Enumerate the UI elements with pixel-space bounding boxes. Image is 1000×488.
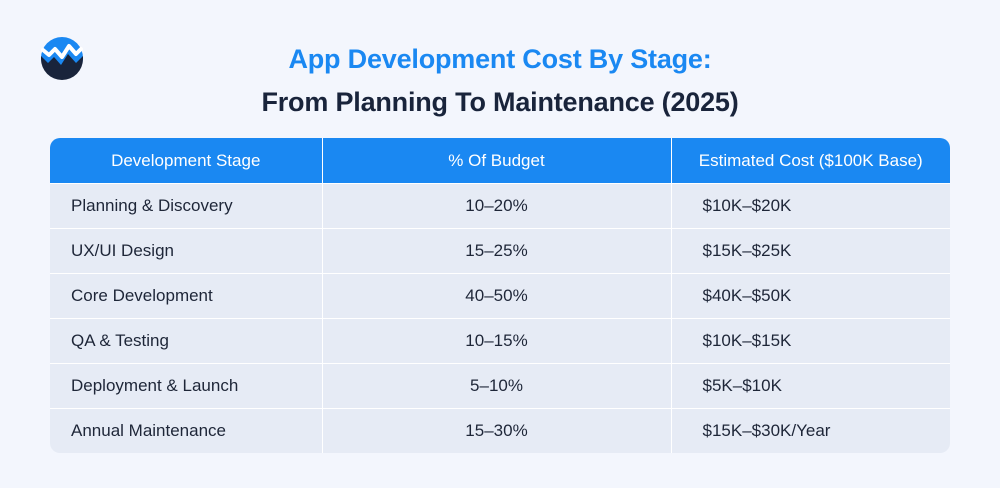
stage-cell: Core Development	[50, 273, 322, 319]
budget-cell: 10–20%	[321, 183, 671, 229]
cost-table-container: Development Stage % Of Budget Estimated …	[50, 138, 950, 453]
budget-cell: 40–50%	[321, 273, 671, 319]
wave-logo-icon	[40, 36, 84, 80]
table-row: QA & Testing 10–15% $10K–$15K	[50, 318, 950, 364]
cost-cell: $15K–$30K/Year	[670, 408, 950, 453]
table-row: UX/UI Design 15–25% $15K–$25K	[50, 228, 950, 274]
title-line-2: From Planning To Maintenance (2025)	[261, 87, 739, 117]
header-estimated-cost: Estimated Cost ($100K Base)	[670, 138, 950, 184]
table-row: Core Development 40–50% $40K–$50K	[50, 273, 950, 319]
stage-cell: Annual Maintenance	[50, 408, 322, 453]
stage-cell: QA & Testing	[50, 318, 322, 364]
cost-cell: $10K–$20K	[670, 183, 950, 229]
table-header-row: Development Stage % Of Budget Estimated …	[50, 138, 950, 184]
page-title: App Development Cost By Stage: From Plan…	[0, 42, 1000, 119]
stage-cell: Planning & Discovery	[50, 183, 322, 229]
table-row: Deployment & Launch 5–10% $5K–$10K	[50, 363, 950, 409]
stage-cell: Deployment & Launch	[50, 363, 322, 409]
header-development-stage: Development Stage	[50, 138, 322, 184]
budget-cell: 15–25%	[321, 228, 671, 274]
cost-cell: $40K–$50K	[670, 273, 950, 319]
budget-cell: 10–15%	[321, 318, 671, 364]
cost-table: Development Stage % Of Budget Estimated …	[50, 138, 950, 453]
title-line-1: App Development Cost By Stage:	[288, 44, 712, 74]
header-percent-of-budget: % Of Budget	[321, 138, 671, 184]
table-row: Annual Maintenance 15–30% $15K–$30K/Year	[50, 408, 950, 453]
table-row: Planning & Discovery 10–20% $10K–$20K	[50, 183, 950, 229]
stage-cell: UX/UI Design	[50, 228, 322, 274]
cost-cell: $10K–$15K	[670, 318, 950, 364]
budget-cell: 15–30%	[321, 408, 671, 453]
budget-cell: 5–10%	[321, 363, 671, 409]
cost-cell: $5K–$10K	[670, 363, 950, 409]
cost-cell: $15K–$25K	[670, 228, 950, 274]
